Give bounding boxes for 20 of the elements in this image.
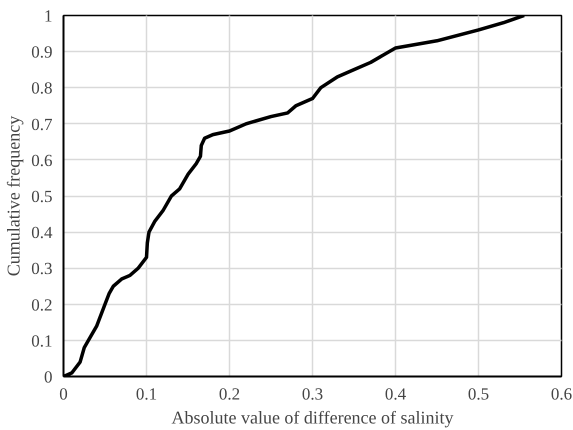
y-axis-title: Cumulative frequency [3, 116, 24, 276]
y-tick-label: 0.2 [31, 295, 52, 314]
y-tick-label: 1 [44, 6, 52, 26]
y-tick-label: 0.3 [31, 259, 52, 278]
y-tick-label: 0.8 [31, 78, 52, 98]
y-tick-label: 0.9 [31, 42, 52, 62]
x-tick-label: 0.6 [550, 384, 572, 404]
y-tick-label: 0.1 [31, 331, 52, 350]
x-axis-title: Absolute value of difference of salinity [171, 408, 454, 428]
x-tick-label: 0.4 [384, 384, 407, 404]
x-tick-label: 0.1 [136, 384, 158, 404]
y-tick-label: 0.6 [31, 150, 52, 170]
y-tick-label: 0.4 [31, 223, 53, 242]
y-tick-label: 0.7 [31, 114, 53, 134]
x-tick-label: 0 [59, 384, 68, 404]
y-tick-label: 0.5 [31, 187, 52, 206]
y-tick-label: 0 [44, 368, 52, 386]
x-tick-label: 0.5 [468, 384, 490, 404]
x-tick-label: 0.2 [218, 384, 240, 404]
x-tick-label: 0.3 [302, 384, 324, 404]
